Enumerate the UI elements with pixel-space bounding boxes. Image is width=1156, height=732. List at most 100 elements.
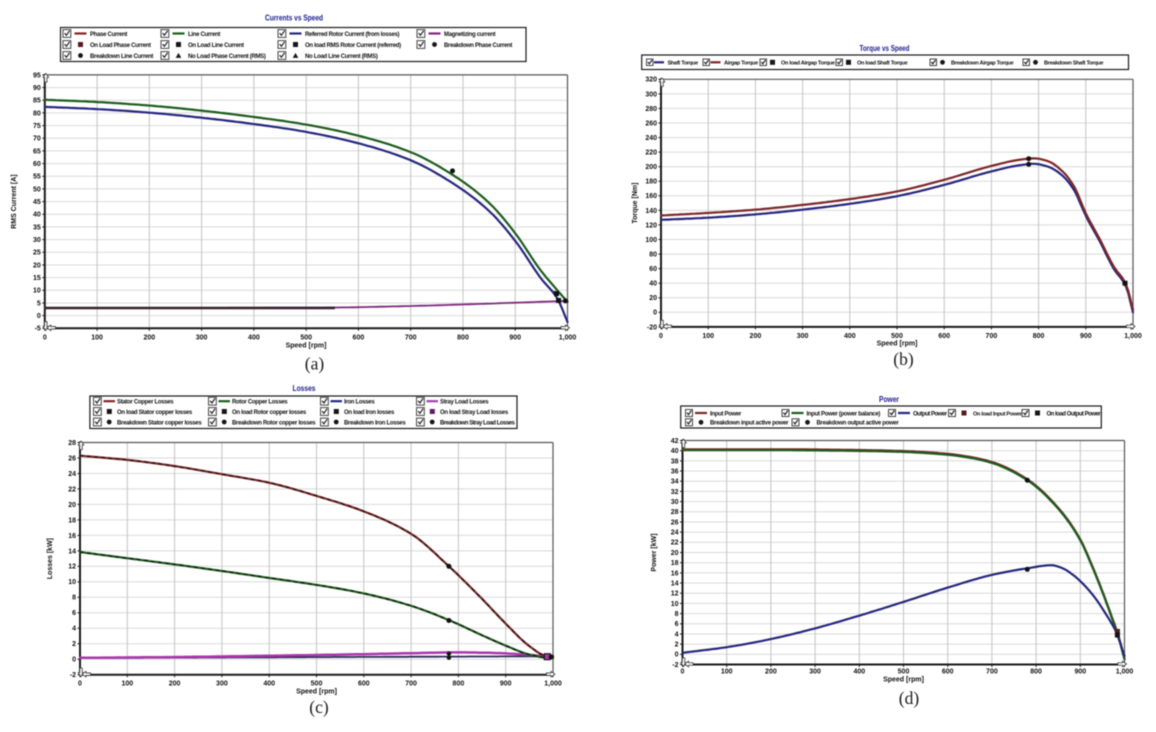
svg-text:500: 500 (898, 669, 910, 676)
svg-text:-5: -5 (35, 326, 41, 333)
svg-text:On load Rotor copper losses: On load Rotor copper losses (232, 410, 307, 416)
svg-text:Breakdown Stray Load Losses: Breakdown Stray Load Losses (440, 420, 516, 426)
svg-text:28: 28 (671, 509, 679, 516)
svg-text:Breakdown Phase Current: Breakdown Phase Current (444, 43, 512, 49)
svg-text:300: 300 (216, 681, 228, 688)
svg-text:100: 100 (645, 237, 657, 244)
svg-text:14: 14 (68, 548, 76, 555)
svg-text:22: 22 (671, 540, 679, 547)
svg-text:6: 6 (675, 621, 679, 628)
svg-text:16: 16 (68, 533, 76, 540)
svg-text:85: 85 (33, 98, 41, 105)
svg-text:0: 0 (72, 657, 76, 664)
svg-text:300: 300 (196, 334, 208, 341)
svg-text:38: 38 (671, 458, 679, 465)
svg-text:90: 90 (33, 85, 41, 92)
svg-text:On Load Line Current: On Load Line Current (188, 43, 244, 49)
svg-text:Breakdown input active power: Breakdown input active power (710, 421, 789, 427)
svg-text:70: 70 (33, 136, 41, 143)
svg-text:-2: -2 (70, 672, 76, 679)
svg-text:20: 20 (33, 262, 41, 269)
svg-text:8: 8 (72, 595, 76, 602)
svg-text:60: 60 (33, 161, 41, 168)
svg-text:24: 24 (671, 530, 679, 537)
svg-text:400: 400 (263, 681, 275, 688)
svg-text:320: 320 (645, 77, 657, 84)
svg-text:800: 800 (1033, 333, 1045, 340)
svg-text:Speed [rpm]: Speed [rpm] (286, 343, 327, 350)
svg-text:Losses: Losses (293, 384, 316, 393)
svg-text:On load Airgap Torque: On load Airgap Torque (781, 61, 835, 67)
svg-text:12: 12 (671, 591, 679, 598)
svg-text:20: 20 (68, 502, 76, 509)
svg-text:35: 35 (33, 224, 41, 231)
svg-text:Torque vs Speed: Torque vs Speed (860, 44, 910, 53)
svg-text:-2: -2 (672, 662, 678, 669)
svg-text:Power [kW]: Power [kW] (651, 533, 658, 571)
svg-text:10: 10 (33, 288, 41, 295)
svg-text:800: 800 (453, 681, 465, 688)
svg-text:900: 900 (1074, 669, 1086, 676)
svg-text:200: 200 (143, 334, 155, 341)
svg-text:300: 300 (797, 333, 809, 340)
svg-text:1,000: 1,000 (559, 334, 577, 341)
svg-text:600: 600 (353, 334, 365, 341)
svg-text:Losses [kW]: Losses [kW] (47, 538, 54, 579)
svg-text:700: 700 (405, 681, 417, 688)
svg-text:Line Current: Line Current (188, 32, 220, 38)
svg-text:On load Iron losses: On load Iron losses (344, 410, 395, 416)
svg-text:Breakdown Shaft Torque: Breakdown Shaft Torque (1044, 61, 1103, 67)
svg-text:Airgap Torque: Airgap Torque (724, 61, 758, 67)
svg-text:26: 26 (671, 519, 679, 526)
svg-text:60: 60 (649, 266, 657, 273)
svg-text:Stray Load Losses: Stray Load Losses (440, 400, 489, 406)
svg-text:2: 2 (72, 641, 76, 648)
svg-text:100: 100 (91, 334, 103, 341)
svg-text:260: 260 (645, 120, 657, 127)
svg-text:600: 600 (358, 681, 370, 688)
svg-text:30: 30 (671, 499, 679, 506)
svg-text:Rotor Copper Losses: Rotor Copper Losses (232, 400, 288, 406)
svg-text:240: 240 (645, 135, 657, 142)
svg-text:5: 5 (37, 300, 41, 307)
svg-text:On load Shaft Torque: On load Shaft Torque (857, 61, 908, 67)
svg-text:On load Input Power: On load Input Power (973, 411, 1023, 417)
svg-text:Magnetizing current: Magnetizing current (444, 32, 496, 38)
svg-text:No Load Phase Current (RMS): No Load Phase Current (RMS) (188, 54, 266, 60)
svg-text:200: 200 (169, 681, 181, 688)
svg-text:4: 4 (675, 631, 679, 638)
svg-text:40: 40 (33, 212, 41, 219)
svg-text:Currents vs Speed: Currents vs Speed (265, 14, 323, 23)
svg-text:Breakdown output active power: Breakdown output active power (817, 421, 900, 427)
svg-text:900: 900 (509, 334, 521, 341)
svg-text:Stator Copper Losses: Stator Copper Losses (117, 400, 174, 406)
svg-text:18: 18 (68, 517, 76, 524)
svg-text:95: 95 (33, 72, 41, 79)
svg-text:160: 160 (645, 193, 657, 200)
svg-text:(c): (c) (309, 697, 329, 717)
svg-text:500: 500 (300, 334, 312, 341)
svg-text:1,000: 1,000 (1124, 333, 1142, 340)
svg-text:34: 34 (671, 479, 679, 486)
svg-text:80: 80 (649, 252, 657, 259)
svg-text:On Load Phase Current: On Load Phase Current (90, 43, 151, 49)
svg-text:28: 28 (68, 440, 76, 447)
svg-text:55: 55 (33, 174, 41, 181)
svg-text:20: 20 (649, 295, 657, 302)
svg-text:On load Output Power: On load Output Power (1047, 411, 1102, 417)
svg-text:(d): (d) (899, 688, 920, 708)
svg-text:Breakdown Rotor copper losses: Breakdown Rotor copper losses (232, 420, 316, 426)
svg-text:Speed [rpm]: Speed [rpm] (877, 341, 918, 348)
svg-text:On load Stray Load losses: On load Stray Load losses (440, 410, 509, 416)
svg-text:40: 40 (649, 281, 657, 288)
svg-text:100: 100 (721, 669, 733, 676)
svg-text:42: 42 (671, 438, 679, 445)
svg-text:0: 0 (681, 669, 685, 676)
svg-text:10: 10 (68, 579, 76, 586)
svg-text:280: 280 (645, 106, 657, 113)
svg-text:180: 180 (645, 179, 657, 186)
svg-text:25: 25 (33, 250, 41, 257)
svg-text:600: 600 (942, 669, 954, 676)
svg-text:700: 700 (986, 333, 998, 340)
svg-text:1,000: 1,000 (1116, 669, 1134, 676)
